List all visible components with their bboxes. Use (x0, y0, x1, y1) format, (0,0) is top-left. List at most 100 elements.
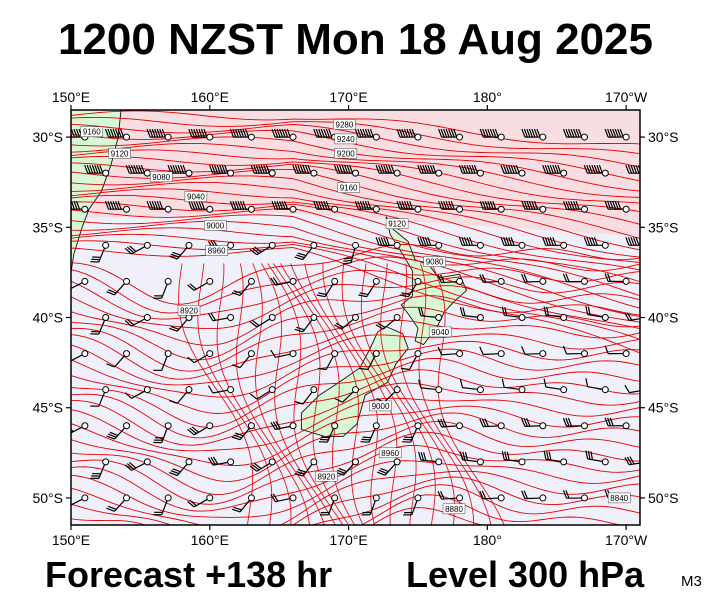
wind-barb (625, 237, 640, 246)
wind-barb (271, 128, 297, 141)
wind-barb (400, 350, 422, 371)
height-contour (71, 256, 640, 314)
wind-barb (562, 490, 588, 502)
contour-label: 9200 (334, 148, 358, 159)
contour-label: 9240 (334, 133, 358, 145)
wind-barb (207, 312, 235, 322)
height-contour (252, 263, 325, 525)
wind-barb (542, 237, 568, 249)
svg-text:9240: 9240 (337, 135, 355, 144)
lon-label: 180° (473, 532, 502, 548)
contour-label-layer: 9160 9120 9280 9240 9200 9080 9040 9160 9000 9120… (80, 119, 631, 515)
wind-barb (418, 307, 443, 321)
height-contour (71, 333, 640, 386)
lat-label: 40°S (648, 310, 679, 326)
wind-barb (562, 200, 588, 213)
wind-barb (438, 200, 464, 213)
wind-barb (604, 273, 630, 285)
height-contour (430, 263, 505, 525)
wind-barb (270, 493, 297, 503)
wind-barb (543, 378, 568, 394)
wind-barb (106, 350, 131, 368)
wind-barb (124, 314, 151, 327)
contour-label: 9120 (108, 148, 131, 159)
lon-label: 160°E (191, 532, 229, 548)
height-contour (360, 494, 623, 525)
wind-barb (125, 164, 151, 177)
wind-barb (604, 345, 630, 358)
lon-label: 150°E (52, 532, 90, 548)
wind-barb (207, 385, 235, 394)
wind-barb (375, 237, 401, 249)
forecast-hour: Forecast +138 hr (45, 554, 333, 595)
wind-barb (249, 241, 276, 256)
lat-label: 30°S (32, 129, 63, 145)
height-contour (304, 263, 379, 525)
wind-barb (625, 164, 640, 174)
svg-text:9200: 9200 (337, 149, 355, 158)
height-contour (71, 319, 640, 380)
wind-barb (90, 241, 110, 263)
wind-barb (84, 164, 110, 177)
lon-label: 170°W (605, 532, 648, 548)
lat-label: 45°S (32, 400, 63, 416)
wind-barb (124, 458, 151, 471)
wind-barb (437, 490, 464, 502)
wind-barb (458, 237, 484, 249)
wind-barb (104, 200, 131, 213)
wind-barb (479, 274, 505, 285)
contour-label: 8840 (607, 492, 631, 504)
lat-label: 50°S (648, 490, 679, 506)
height-contour (71, 348, 640, 414)
wind-barb (146, 200, 172, 213)
wind-barb (396, 200, 422, 213)
contour-label: 8920 (177, 305, 201, 316)
wind-barb (319, 494, 339, 516)
wind-barb (249, 458, 276, 472)
wind-barb (542, 164, 568, 177)
wind-barb (334, 314, 359, 330)
wind-barb (334, 386, 359, 403)
lat-label: 40°S (32, 310, 63, 326)
wind-barb (153, 494, 172, 516)
svg-text:8920: 8920 (180, 306, 198, 315)
wind-barb (583, 237, 609, 249)
wind-barb (106, 422, 131, 440)
wind-barb (209, 164, 235, 177)
lat-label: 50°S (32, 490, 63, 506)
wind-barb (521, 346, 547, 358)
lat-label: 30°S (648, 129, 679, 145)
height-contour (341, 263, 417, 525)
height-contour (71, 460, 640, 518)
wind-barb (354, 200, 380, 213)
wind-barb (146, 128, 172, 141)
contour-label: 8880 (442, 503, 466, 515)
wind-barb (459, 451, 484, 466)
wind-barb (562, 273, 588, 285)
svg-text:8880: 8880 (445, 505, 463, 514)
height-contour (235, 263, 310, 525)
height-contour (418, 263, 492, 525)
wind-barb (417, 164, 443, 177)
contour-label: 8960 (205, 245, 228, 256)
pressure-level: Level 300 hPa (406, 554, 645, 595)
wind-barb (316, 277, 339, 298)
wind-barb (335, 458, 359, 476)
contour-label: 9000 (369, 400, 392, 412)
wind-barb (360, 422, 380, 443)
svg-text:9120: 9120 (111, 149, 129, 158)
contour-label: 9280 (333, 119, 356, 130)
svg-text:9000: 9000 (206, 222, 224, 231)
wind-barb (479, 490, 505, 502)
wind-barb (104, 128, 131, 141)
wind-barb (562, 128, 588, 141)
wind-barb (294, 314, 318, 333)
wind-barb (624, 312, 640, 322)
height-contour (71, 233, 640, 330)
svg-text:9160: 9160 (340, 184, 358, 193)
height-contour (71, 484, 640, 525)
contour-label: 9040 (184, 191, 208, 202)
wind-barb (396, 128, 422, 141)
wind-barb (231, 350, 255, 369)
wind-barb (438, 128, 464, 141)
